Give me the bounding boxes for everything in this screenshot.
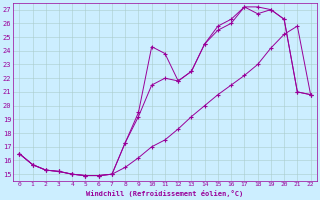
- X-axis label: Windchill (Refroidissement éolien,°C): Windchill (Refroidissement éolien,°C): [86, 190, 244, 197]
